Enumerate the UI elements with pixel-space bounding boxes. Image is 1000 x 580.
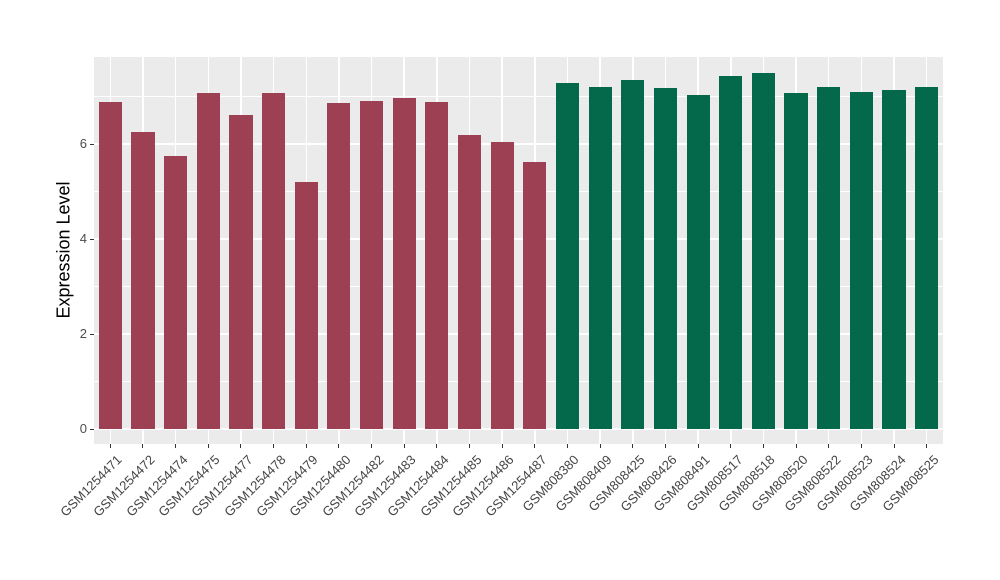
y-tick-label-0: 0 bbox=[79, 421, 87, 436]
bar-GSM1254472 bbox=[131, 132, 155, 429]
bar-GSM1254474 bbox=[164, 156, 188, 429]
y-tick-label-2: 2 bbox=[79, 326, 87, 341]
major-gridline-y-2 bbox=[94, 333, 943, 335]
major-gridline-y-4 bbox=[94, 238, 943, 240]
y-tick-mark-2 bbox=[90, 333, 94, 335]
bar-GSM1254487 bbox=[523, 162, 547, 429]
bar-GSM1254478 bbox=[262, 93, 286, 429]
bar-GSM808524 bbox=[882, 89, 906, 429]
y-tick-mark-0 bbox=[90, 428, 94, 430]
y-tick-mark-6 bbox=[90, 143, 94, 145]
x-tick-mark-GSM1254474 bbox=[175, 444, 177, 448]
x-tick-mark-GSM1254482 bbox=[371, 444, 373, 448]
x-tick-mark-GSM1254484 bbox=[436, 444, 438, 448]
x-tick-mark-GSM808522 bbox=[828, 444, 830, 448]
bar-GSM1254475 bbox=[196, 93, 220, 429]
bar-GSM808520 bbox=[784, 93, 808, 429]
bar-GSM1254484 bbox=[425, 102, 449, 429]
bar-GSM808518 bbox=[751, 73, 775, 429]
minor-gridline-y-7 bbox=[94, 96, 943, 97]
x-tick-mark-GSM1254471 bbox=[109, 444, 111, 448]
x-tick-mark-GSM1254485 bbox=[469, 444, 471, 448]
x-tick-mark-GSM1254480 bbox=[338, 444, 340, 448]
bar-GSM1254482 bbox=[359, 101, 384, 429]
x-tick-mark-GSM1254477 bbox=[240, 444, 242, 448]
x-tick-mark-GSM1254487 bbox=[534, 444, 536, 448]
x-tick-mark-GSM808525 bbox=[926, 444, 928, 448]
x-tick-mark-GSM1254486 bbox=[501, 444, 503, 448]
x-tick-mark-GSM808491 bbox=[697, 444, 699, 448]
bar-GSM1254479 bbox=[294, 182, 318, 429]
y-tick-label-6: 6 bbox=[79, 136, 87, 151]
x-tick-mark-GSM808523 bbox=[860, 444, 862, 448]
x-tick-mark-GSM808518 bbox=[762, 444, 764, 448]
x-tick-mark-GSM1254483 bbox=[403, 444, 405, 448]
bar-GSM808491 bbox=[686, 95, 710, 429]
bar-GSM1254471 bbox=[98, 102, 122, 429]
x-tick-mark-GSM1254478 bbox=[273, 444, 275, 448]
bar-GSM808409 bbox=[588, 87, 612, 429]
bar-GSM808380 bbox=[555, 83, 580, 429]
bar-GSM808426 bbox=[653, 88, 678, 429]
x-tick-mark-GSM808520 bbox=[795, 444, 797, 448]
major-gridline-y-0 bbox=[94, 428, 943, 430]
bar-GSM1254477 bbox=[229, 114, 253, 429]
minor-gridline-y-3 bbox=[94, 286, 943, 287]
x-tick-mark-GSM1254472 bbox=[142, 444, 144, 448]
x-tick-mark-GSM808425 bbox=[632, 444, 634, 448]
major-gridline-y-6 bbox=[94, 143, 943, 145]
x-tick-mark-GSM808380 bbox=[566, 444, 568, 448]
x-tick-mark-GSM808409 bbox=[599, 444, 601, 448]
bar-GSM808425 bbox=[621, 79, 645, 429]
plot-panel bbox=[94, 57, 943, 444]
bar-GSM808525 bbox=[915, 87, 939, 429]
x-tick-mark-GSM1254475 bbox=[207, 444, 209, 448]
bar-GSM808522 bbox=[817, 86, 841, 429]
y-tick-mark-4 bbox=[90, 238, 94, 240]
bar-GSM1254483 bbox=[392, 97, 416, 429]
bar-GSM1254486 bbox=[490, 141, 514, 429]
minor-gridline-y-5 bbox=[94, 191, 943, 192]
bar-GSM1254485 bbox=[457, 134, 482, 429]
bar-GSM1254480 bbox=[327, 103, 351, 429]
x-tick-mark-GSM1254479 bbox=[305, 444, 307, 448]
x-tick-mark-GSM808517 bbox=[730, 444, 732, 448]
minor-gridline-y-1 bbox=[94, 381, 943, 382]
y-axis-title: Expression Level bbox=[53, 181, 74, 319]
x-tick-mark-GSM808524 bbox=[893, 444, 895, 448]
y-tick-label-4: 4 bbox=[79, 231, 87, 246]
bar-GSM808517 bbox=[719, 76, 743, 429]
x-tick-mark-GSM808426 bbox=[664, 444, 666, 448]
bar-GSM808523 bbox=[849, 92, 873, 429]
